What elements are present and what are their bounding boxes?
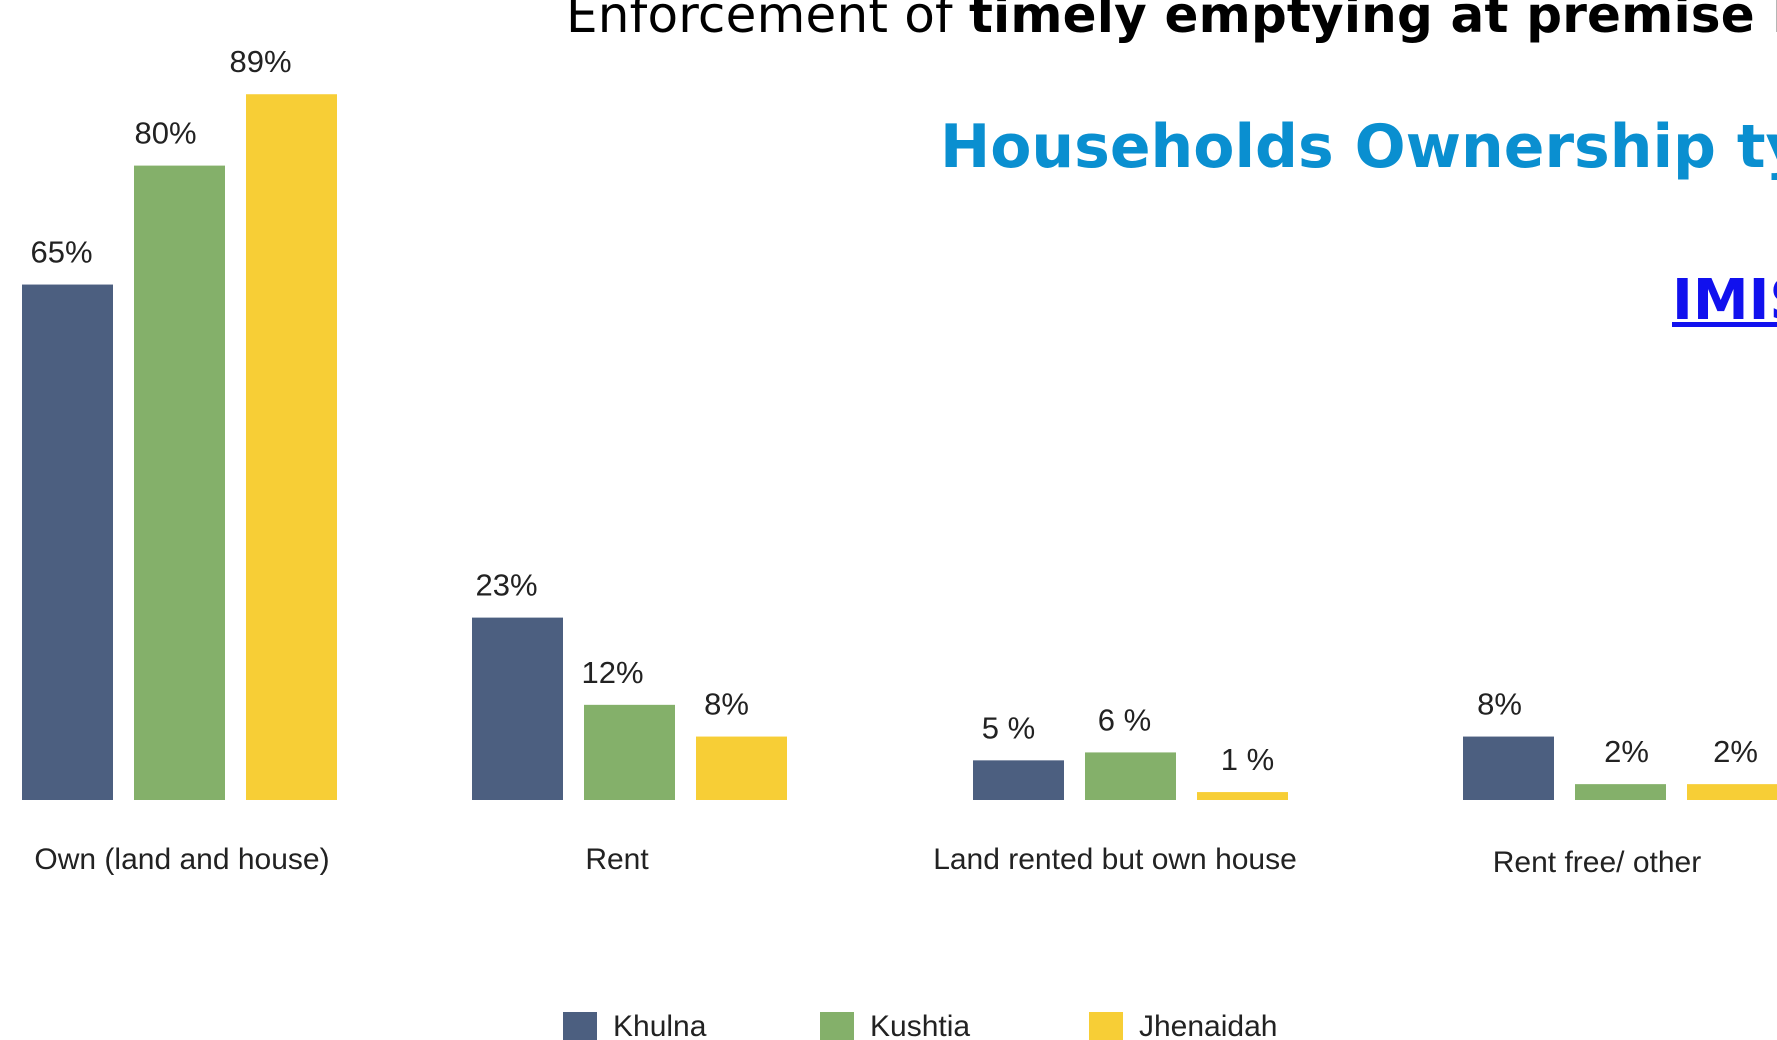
slide-heading-regular: Enforcement of: [566, 0, 969, 44]
data-label-kushtia-rent-free-other: 2%: [1604, 734, 1649, 769]
bar-jhenaidah-rent-free-other: [1687, 784, 1777, 800]
data-label-jhenaidah-own-land-and-house: 89%: [229, 44, 291, 79]
category-label-own-land-and-house: Own (land and house): [34, 843, 329, 876]
legend-swatch-kushtia: [820, 1012, 854, 1040]
bar-khulna-rent-free-other: [1463, 736, 1554, 800]
data-label-jhenaidah-rent-free-other: 2%: [1713, 734, 1758, 769]
legend-label-khulna: Khulna: [613, 1010, 707, 1040]
legend-label-kushtia: Kushtia: [870, 1010, 970, 1040]
chart-title: Households Ownership ty: [940, 112, 1777, 182]
slide-heading-bold: timely emptying at premise le: [968, 0, 1777, 44]
legend-swatch-jhenaidah: [1089, 1012, 1123, 1040]
bar-khulna-rent: [472, 617, 563, 800]
bar-kushtia-rent: [584, 704, 675, 800]
data-label-kushtia-land-rented-but-own-house: 6 %: [1098, 702, 1151, 737]
category-label-rent-free-other: Rent free/ other: [1493, 846, 1701, 879]
data-label-jhenaidah-rent: 8%: [704, 687, 749, 722]
data-label-khulna-own-land-and-house: 65%: [30, 235, 92, 270]
imis-link[interactable]: IMIS: [1672, 268, 1777, 333]
bar-khulna-own-land-and-house: [22, 284, 113, 800]
data-label-kushtia-rent: 12%: [581, 655, 643, 690]
data-label-jhenaidah-land-rented-but-own-house: 1 %: [1221, 742, 1274, 777]
data-label-khulna-rent-free-other: 8%: [1477, 687, 1522, 722]
legend-swatch-khulna: [563, 1012, 597, 1040]
data-label-khulna-rent: 23%: [475, 568, 537, 603]
legend-label-jhenaidah: Jhenaidah: [1139, 1010, 1277, 1040]
slide-heading: Enforcement of timely emptying at premis…: [566, 0, 1777, 44]
bar-kushtia-rent-free-other: [1575, 784, 1666, 800]
category-label-rent: Rent: [585, 843, 649, 876]
category-label-land-rented-but-own-house: Land rented but own house: [933, 843, 1297, 876]
bar-jhenaidah-own-land-and-house: [246, 94, 337, 801]
bar-jhenaidah-land-rented-but-own-house: [1197, 792, 1288, 800]
bar-kushtia-land-rented-but-own-house: [1085, 752, 1176, 800]
bar-jhenaidah-rent: [696, 736, 787, 800]
bar-khulna-land-rented-but-own-house: [973, 760, 1064, 800]
data-label-khulna-land-rented-but-own-house: 5 %: [982, 710, 1035, 745]
data-label-kushtia-own-land-and-house: 80%: [134, 116, 196, 151]
bar-kushtia-own-land-and-house: [134, 165, 225, 801]
